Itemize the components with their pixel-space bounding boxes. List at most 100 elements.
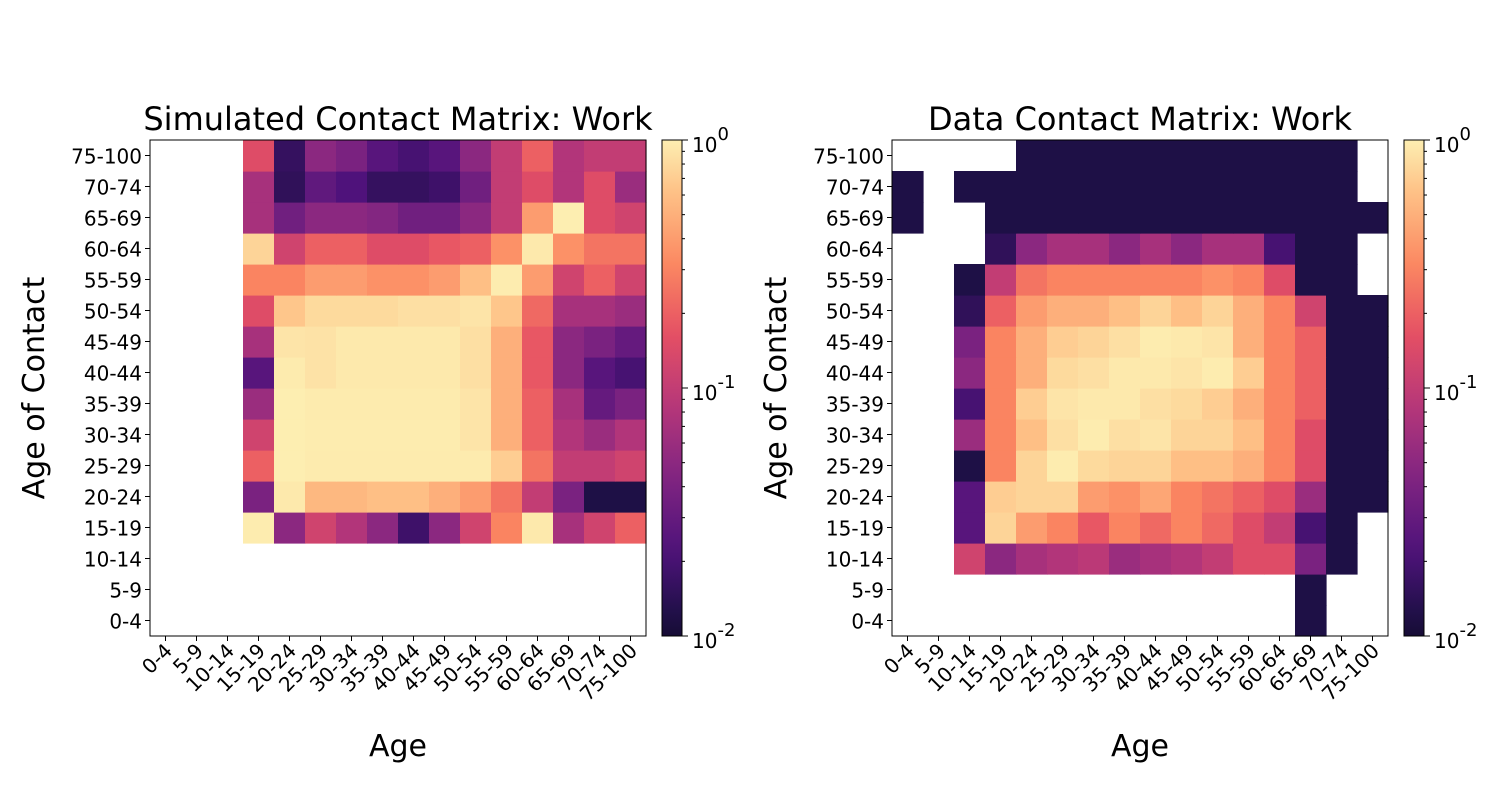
y-tick-label: 60-64 — [826, 238, 884, 262]
colorbar-tick-label: 10-2 — [1434, 620, 1477, 653]
heatmap-cell — [1264, 140, 1296, 172]
colorbar-tick-base: 10 — [692, 629, 717, 653]
heatmap-cell — [1233, 419, 1265, 451]
heatmap-cell — [1357, 295, 1389, 327]
chart-title: Data Contact Matrix: Work — [928, 100, 1352, 138]
heatmap-cell — [522, 357, 554, 389]
heatmap-cell — [491, 264, 523, 296]
heatmap-cell — [1326, 543, 1358, 575]
heatmap-cell — [985, 171, 1017, 203]
heatmap-cell — [1326, 202, 1358, 234]
y-tick-label: 10-14 — [84, 548, 142, 572]
heatmap-cell — [429, 326, 461, 358]
heatmap-cell — [274, 481, 306, 513]
heatmap-cell — [1295, 326, 1327, 358]
heatmap-cell — [1016, 357, 1048, 389]
heatmap-cell — [1264, 264, 1296, 296]
heatmap-cell — [491, 140, 523, 172]
heatmap-cell — [460, 171, 492, 203]
heatmap-cell — [305, 295, 337, 327]
heatmap-cell — [1171, 202, 1203, 234]
heatmap-cell — [243, 481, 275, 513]
heatmap-cell — [1326, 233, 1358, 265]
heatmap-cell — [1233, 140, 1265, 172]
heatmap-cell — [398, 419, 430, 451]
heatmap-cell — [1295, 233, 1327, 265]
heatmap-cell — [615, 202, 647, 234]
heatmap-cell — [274, 388, 306, 420]
heatmap-cell — [1233, 357, 1265, 389]
heatmap-cell — [336, 140, 368, 172]
heatmap-cell — [1109, 140, 1141, 172]
heatmap-cell — [429, 171, 461, 203]
heatmap-cell — [460, 264, 492, 296]
heatmap-cell — [336, 450, 368, 482]
heatmap-cell — [1326, 140, 1358, 172]
heatmap-cell — [460, 140, 492, 172]
heatmap-cell — [398, 140, 430, 172]
heatmap-cell — [398, 233, 430, 265]
heatmap-cell — [954, 357, 986, 389]
heatmap-cell — [367, 233, 399, 265]
heatmap-cell — [1047, 233, 1079, 265]
heatmap-cell — [1109, 419, 1141, 451]
heatmap-cell — [1171, 357, 1203, 389]
heatmap-cell — [1140, 512, 1172, 544]
heatmap-cell — [1233, 171, 1265, 203]
heatmap-cell — [615, 171, 647, 203]
heatmap-cell — [584, 481, 616, 513]
heatmap-cell — [336, 388, 368, 420]
heatmap-cell — [336, 326, 368, 358]
heatmap-cell — [584, 357, 616, 389]
y-tick-label: 5-9 — [109, 579, 142, 603]
heatmap-cell — [1202, 264, 1234, 296]
heatmap-cell — [429, 295, 461, 327]
heatmap-cell — [553, 264, 585, 296]
heatmap-cell — [553, 171, 585, 203]
heatmap-cell — [1140, 419, 1172, 451]
heatmap-cell — [460, 388, 492, 420]
heatmap-cell — [1109, 295, 1141, 327]
heatmap-cell — [1233, 543, 1265, 575]
heatmap-cell — [1047, 326, 1079, 358]
heatmap-cell — [1047, 419, 1079, 451]
y-tick-label: 75-100 — [71, 145, 142, 169]
heatmap-cell — [985, 450, 1017, 482]
heatmap-cell — [367, 388, 399, 420]
heatmap-cell — [553, 419, 585, 451]
heatmap-cell — [398, 202, 430, 234]
heatmap-cell — [367, 295, 399, 327]
colorbar-tick-base: 10 — [692, 133, 717, 157]
y-tick-label: 75-100 — [813, 145, 884, 169]
heatmap-cell — [553, 295, 585, 327]
heatmap-cell — [615, 481, 647, 513]
heatmap-cell — [553, 481, 585, 513]
y-tick-label: 70-74 — [84, 176, 142, 200]
heatmap-cell — [892, 171, 924, 203]
heatmap-cell — [553, 326, 585, 358]
heatmap-cell — [1171, 326, 1203, 358]
y-tick-label: 0-4 — [851, 610, 884, 634]
heatmap-cell — [1326, 512, 1358, 544]
heatmap-cell — [1295, 171, 1327, 203]
heatmap-cell — [1078, 295, 1110, 327]
heatmap-cell — [367, 171, 399, 203]
heatmap-cell — [615, 388, 647, 420]
heatmap-cell — [1047, 357, 1079, 389]
y-tick-label: 40-44 — [826, 362, 884, 386]
heatmap-cell — [398, 295, 430, 327]
heatmap-cell — [615, 419, 647, 451]
heatmap-cell — [1357, 388, 1389, 420]
heatmap-cell — [336, 202, 368, 234]
heatmap-cell — [1264, 171, 1296, 203]
heatmap-cell — [367, 419, 399, 451]
heatmap-cell — [1326, 171, 1358, 203]
heatmap-cell — [584, 233, 616, 265]
heatmap-cell — [243, 450, 275, 482]
y-tick-label: 55-59 — [826, 269, 884, 293]
heatmap-cell — [985, 481, 1017, 513]
heatmap-cell — [584, 450, 616, 482]
heatmap-cell — [553, 140, 585, 172]
heatmap-cell — [243, 140, 275, 172]
